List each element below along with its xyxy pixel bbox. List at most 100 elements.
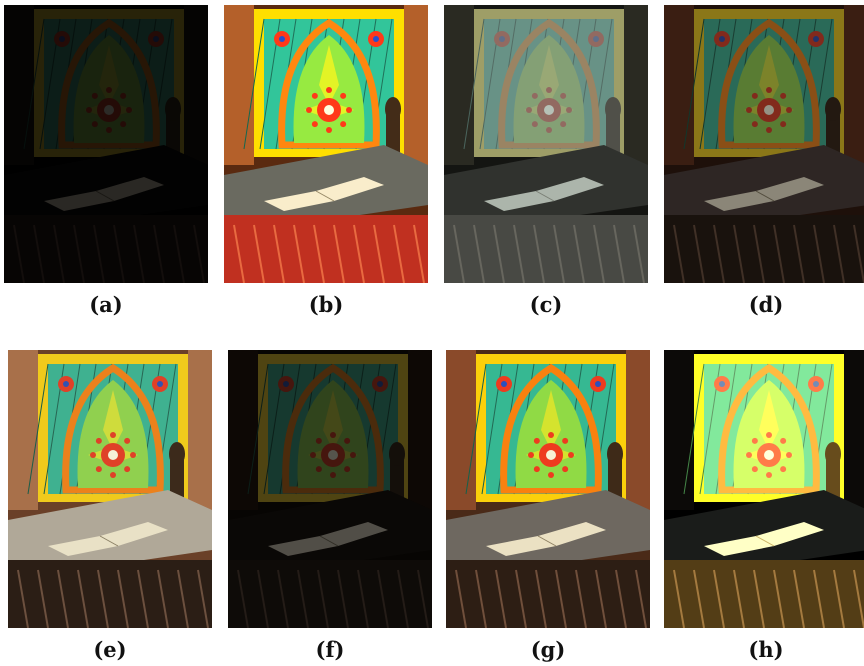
- rosette-dot: [120, 92, 127, 99]
- left-window-frame: [224, 5, 254, 165]
- lead-line: [243, 18, 265, 150]
- spindle: [53, 224, 65, 283]
- rosette-dot: [106, 87, 112, 93]
- arch-outer: [718, 18, 820, 149]
- rosette-dot: [560, 92, 567, 99]
- spindle: [673, 224, 685, 283]
- light-glow: [704, 19, 834, 149]
- rosette-dot: [780, 121, 787, 128]
- open-book: [268, 522, 388, 556]
- right-window-frame: [184, 5, 208, 165]
- lead-line: [465, 363, 487, 495]
- book-spine: [755, 535, 775, 547]
- left-window-frame: [444, 5, 474, 165]
- rosette-dot: [330, 472, 336, 478]
- rosette-dot: [562, 466, 569, 473]
- rosette-dot: [548, 432, 554, 438]
- spindle: [515, 569, 527, 628]
- rosette-dot: [124, 437, 131, 444]
- spindle: [273, 224, 285, 283]
- newel-post: [166, 115, 180, 155]
- spindle: [113, 224, 125, 283]
- newel-finial: [385, 97, 401, 121]
- lead-line: [463, 18, 485, 150]
- rosette-dot: [326, 87, 332, 93]
- rosette-center: [764, 105, 774, 115]
- rosette-dot: [326, 127, 332, 133]
- spindle: [813, 224, 825, 283]
- light-glow: [704, 364, 834, 494]
- spindle: [453, 224, 465, 283]
- rosette-dot: [340, 121, 347, 128]
- corner-medallion-left-center: [501, 381, 507, 387]
- rosette-dot: [568, 452, 574, 458]
- rosette-dot: [330, 432, 336, 438]
- light-glow: [48, 364, 178, 494]
- rosette-dot: [106, 127, 112, 133]
- arch-outer: [498, 18, 600, 149]
- spindle: [853, 224, 864, 283]
- rosette-dot: [311, 121, 318, 128]
- rosette-dot: [786, 107, 792, 113]
- arch-outer: [58, 18, 160, 149]
- spindle: [615, 569, 627, 628]
- corner-medallion-left-center: [59, 36, 65, 42]
- rosette-dot: [110, 432, 116, 438]
- spindle: [475, 569, 487, 628]
- corner-medallion-left-center: [719, 36, 725, 42]
- rosette-dot: [746, 107, 752, 113]
- panel-g: [446, 350, 650, 628]
- newel-post: [606, 115, 620, 155]
- arch-outer: [718, 363, 820, 494]
- spindle: [413, 224, 425, 283]
- rosette-dot: [751, 92, 758, 99]
- panel-e-image: [8, 350, 212, 628]
- spindle: [417, 569, 429, 628]
- rosette-dot: [546, 87, 552, 93]
- spindle: [613, 224, 625, 283]
- rosette-dot: [350, 452, 356, 458]
- corner-medallion-right-center: [157, 381, 163, 387]
- spindle: [633, 224, 645, 283]
- leaf-top: [539, 45, 559, 105]
- left-window-frame: [664, 350, 694, 510]
- newel-finial: [165, 97, 181, 121]
- light-glow: [264, 19, 394, 149]
- caption-b: (b): [308, 292, 344, 317]
- left-window-frame: [664, 5, 694, 165]
- right-window-frame: [624, 5, 648, 165]
- rosette-dot: [315, 437, 322, 444]
- spindle: [773, 569, 785, 628]
- spindle: [333, 224, 345, 283]
- panel-b: [224, 5, 428, 283]
- spindle: [377, 569, 389, 628]
- caption-a: (a): [89, 292, 123, 317]
- rosette-dot: [110, 472, 116, 478]
- spindle: [373, 224, 385, 283]
- left-window-frame: [228, 350, 258, 510]
- left-window-frame: [8, 350, 38, 510]
- light-glow: [484, 19, 614, 149]
- rosette-dot: [310, 452, 316, 458]
- caption-e: (e): [93, 637, 127, 662]
- right-window-frame: [404, 5, 428, 165]
- corner-medallion-left-center: [719, 381, 725, 387]
- rosette-dot: [306, 107, 312, 113]
- spindle: [595, 569, 607, 628]
- rosette-dot: [315, 466, 322, 473]
- panel-f: [228, 350, 432, 628]
- rosette-center: [328, 450, 338, 460]
- newel-finial: [825, 442, 841, 466]
- spindle: [713, 224, 725, 283]
- newel-finial: [825, 97, 841, 121]
- spindle: [573, 224, 585, 283]
- rosette-dot: [766, 87, 772, 93]
- book-spine: [95, 190, 115, 202]
- open-book: [486, 522, 606, 556]
- rosette-dot: [533, 466, 540, 473]
- spindle: [77, 569, 89, 628]
- newel-post: [826, 115, 840, 155]
- caption-c: (c): [529, 292, 563, 317]
- spindle: [357, 569, 369, 628]
